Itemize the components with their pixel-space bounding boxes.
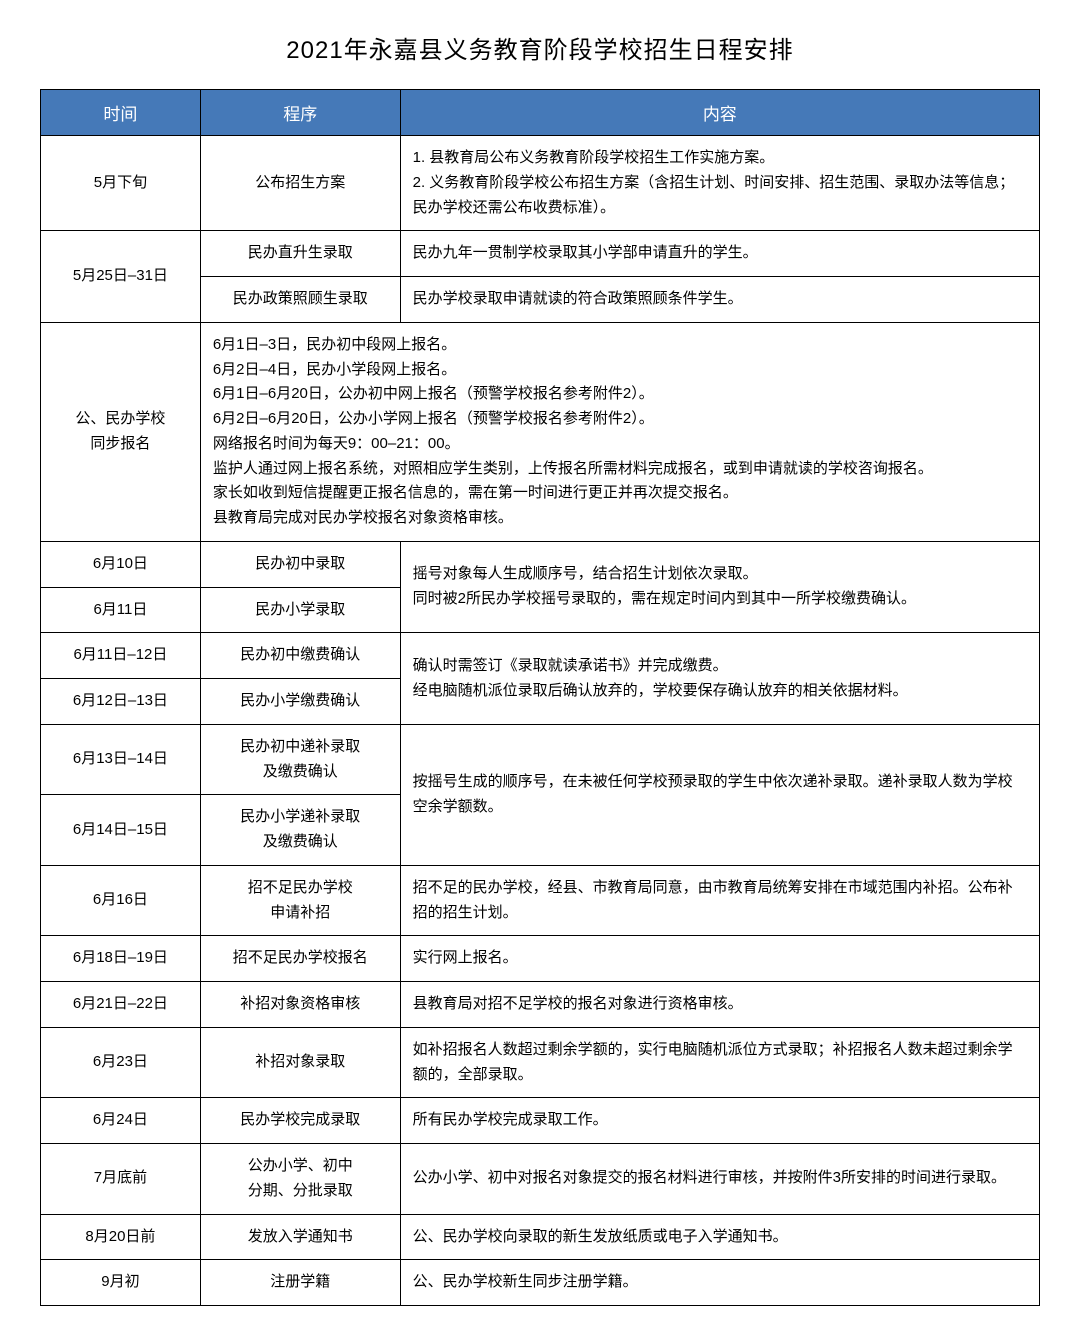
cell-time: 8月20日前 [41, 1214, 201, 1260]
cell-time: 6月11日–12日 [41, 633, 201, 679]
cell-time: 6月21日–22日 [41, 982, 201, 1028]
cell-time: 6月24日 [41, 1098, 201, 1144]
cell-procedure: 招不足民办学校 申请补招 [200, 865, 400, 936]
cell-content: 按摇号生成的顺序号，在未被任何学校预录取的学生中依次递补录取。递补录取人数为学校… [400, 724, 1039, 865]
cell-content: 所有民办学校完成录取工作。 [400, 1098, 1039, 1144]
cell-content: 公办小学、初中对报名对象提交的报名材料进行审核，并按附件3所安排的时间进行录取。 [400, 1144, 1039, 1215]
table-row: 6月11日–12日 民办初中缴费确认 确认时需签订《录取就读承诺书》并完成缴费。… [41, 633, 1040, 679]
cell-procedure: 民办初中缴费确认 [200, 633, 400, 679]
table-row: 6月24日 民办学校完成录取 所有民办学校完成录取工作。 [41, 1098, 1040, 1144]
cell-content: 招不足的民办学校，经县、市教育局同意，由市教育局统筹安排在市域范围内补招。公布补… [400, 865, 1039, 936]
col-content: 内容 [400, 90, 1039, 136]
cell-content: 如补招报名人数超过剩余学额的，实行电脑随机派位方式录取；补招报名人数未超过剩余学… [400, 1027, 1039, 1098]
cell-content: 民办九年一贯制学校录取其小学部申请直升的学生。 [400, 231, 1039, 277]
cell-procedure: 民办小学录取 [200, 587, 400, 633]
table-row: 5月下旬 公布招生方案 1. 县教育局公布义务教育阶段学校招生工作实施方案。 2… [41, 136, 1040, 231]
cell-time: 6月16日 [41, 865, 201, 936]
cell-time: 7月底前 [41, 1144, 201, 1215]
table-row: 5月25日–31日 民办直升生录取 民办九年一贯制学校录取其小学部申请直升的学生… [41, 231, 1040, 277]
table-header-row: 时间 程序 内容 [41, 90, 1040, 136]
cell-content: 摇号对象每人生成顺序号，结合招生计划依次录取。 同时被2所民办学校摇号录取的，需… [400, 541, 1039, 633]
cell-content: 公、民办学校向录取的新生发放纸质或电子入学通知书。 [400, 1214, 1039, 1260]
cell-time: 6月13日–14日 [41, 724, 201, 795]
page-title: 2021年永嘉县义务教育阶段学校招生日程安排 [40, 30, 1040, 65]
cell-content: 6月1日–3日，民办初中段网上报名。 6月2日–4日，民办小学段网上报名。 6月… [200, 322, 1039, 541]
cell-procedure: 公布招生方案 [200, 136, 400, 231]
col-procedure: 程序 [200, 90, 400, 136]
schedule-table: 时间 程序 内容 5月下旬 公布招生方案 1. 县教育局公布义务教育阶段学校招生… [40, 89, 1040, 1306]
cell-time: 6月18日–19日 [41, 936, 201, 982]
cell-time: 6月23日 [41, 1027, 201, 1098]
cell-time: 6月12日–13日 [41, 679, 201, 725]
table-row: 6月10日 民办初中录取 摇号对象每人生成顺序号，结合招生计划依次录取。 同时被… [41, 541, 1040, 587]
cell-procedure: 民办学校完成录取 [200, 1098, 400, 1144]
cell-content: 民办学校录取申请就读的符合政策照顾条件学生。 [400, 277, 1039, 323]
cell-procedure: 民办小学缴费确认 [200, 679, 400, 725]
cell-procedure: 民办小学递补录取 及缴费确认 [200, 795, 400, 866]
cell-procedure: 补招对象录取 [200, 1027, 400, 1098]
cell-procedure: 民办初中递补录取 及缴费确认 [200, 724, 400, 795]
table-row: 6月16日 招不足民办学校 申请补招 招不足的民办学校，经县、市教育局同意，由市… [41, 865, 1040, 936]
cell-time: 6月10日 [41, 541, 201, 587]
cell-procedure: 公办小学、初中 分期、分批录取 [200, 1144, 400, 1215]
table-row: 9月初 注册学籍 公、民办学校新生同步注册学籍。 [41, 1260, 1040, 1306]
cell-time: 6月11日 [41, 587, 201, 633]
cell-content: 公、民办学校新生同步注册学籍。 [400, 1260, 1039, 1306]
cell-procedure: 招不足民办学校报名 [200, 936, 400, 982]
table-row: 公、民办学校 同步报名 6月1日–3日，民办初中段网上报名。 6月2日–4日，民… [41, 322, 1040, 541]
cell-time: 公、民办学校 同步报名 [41, 322, 201, 541]
col-time: 时间 [41, 90, 201, 136]
cell-time: 6月14日–15日 [41, 795, 201, 866]
table-row: 6月21日–22日 补招对象资格审核 县教育局对招不足学校的报名对象进行资格审核… [41, 982, 1040, 1028]
cell-procedure: 注册学籍 [200, 1260, 400, 1306]
table-row: 8月20日前 发放入学通知书 公、民办学校向录取的新生发放纸质或电子入学通知书。 [41, 1214, 1040, 1260]
table-row: 6月13日–14日 民办初中递补录取 及缴费确认 按摇号生成的顺序号，在未被任何… [41, 724, 1040, 795]
table-row: 6月23日 补招对象录取 如补招报名人数超过剩余学额的，实行电脑随机派位方式录取… [41, 1027, 1040, 1098]
table-row: 6月18日–19日 招不足民办学校报名 实行网上报名。 [41, 936, 1040, 982]
table-row: 7月底前 公办小学、初中 分期、分批录取 公办小学、初中对报名对象提交的报名材料… [41, 1144, 1040, 1215]
cell-procedure: 民办初中录取 [200, 541, 400, 587]
cell-content: 1. 县教育局公布义务教育阶段学校招生工作实施方案。 2. 义务教育阶段学校公布… [400, 136, 1039, 231]
cell-procedure: 发放入学通知书 [200, 1214, 400, 1260]
cell-content: 县教育局对招不足学校的报名对象进行资格审核。 [400, 982, 1039, 1028]
cell-content: 确认时需签订《录取就读承诺书》并完成缴费。 经电脑随机派位录取后确认放弃的，学校… [400, 633, 1039, 725]
cell-time: 5月下旬 [41, 136, 201, 231]
cell-procedure: 民办政策照顾生录取 [200, 277, 400, 323]
cell-procedure: 补招对象资格审核 [200, 982, 400, 1028]
cell-time: 9月初 [41, 1260, 201, 1306]
cell-time: 5月25日–31日 [41, 231, 201, 323]
cell-procedure: 民办直升生录取 [200, 231, 400, 277]
cell-content: 实行网上报名。 [400, 936, 1039, 982]
